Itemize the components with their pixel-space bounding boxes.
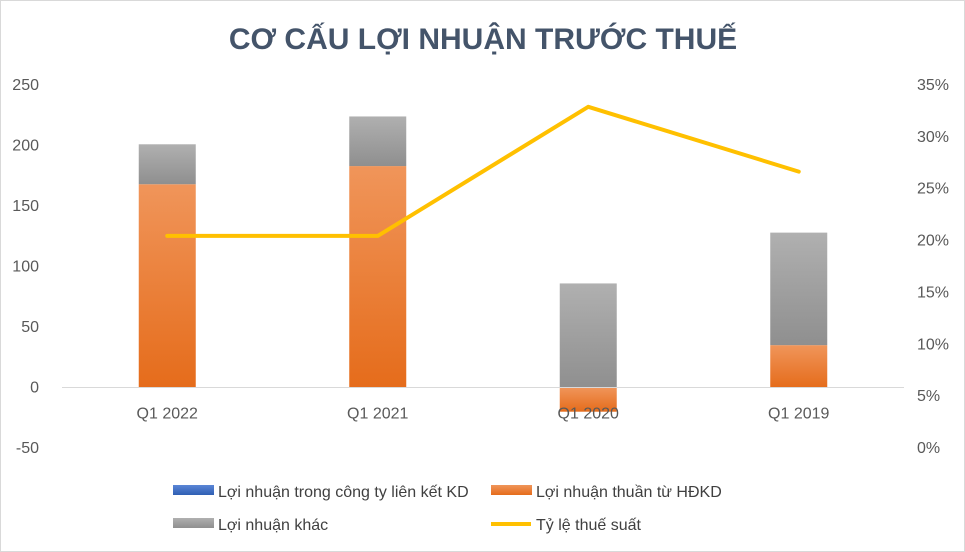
line-point: [798, 171, 800, 173]
bars-layer: [138, 116, 828, 412]
line-layer: [165, 104, 801, 238]
bar-2-1: [349, 116, 407, 167]
legend-swatch: [173, 485, 214, 495]
y-left-tick-label: 100: [12, 259, 39, 276]
y-right-tick-label: 10%: [917, 336, 949, 353]
legend-label: Lợi nhuận thuần từ HĐKD: [536, 484, 722, 501]
y-right-tick-label: 30%: [917, 129, 949, 146]
y-left-tick-label: 50: [21, 319, 39, 336]
legend: Lợi nhuận trong công ty liên kết KD Lợi n…: [173, 484, 722, 534]
y-right-tick-label: 5%: [917, 388, 940, 405]
y-right-tick-label: 35%: [917, 77, 949, 94]
bar-1-2: [559, 387, 617, 412]
y-right-tick-label: 0%: [917, 440, 940, 457]
line-point: [587, 106, 589, 108]
y-left-tick-label: 250: [12, 77, 39, 94]
x-tick-label: Q1 2022: [137, 406, 198, 423]
legend-label: Tỷ lệ thuế suất: [536, 517, 642, 534]
line-point: [377, 235, 379, 237]
y-right-tick-label: 25%: [917, 181, 949, 198]
bar-1-3: [770, 345, 828, 388]
x-tick-label: Q1 2020: [558, 406, 619, 423]
y-left-tick-label: -50: [16, 440, 39, 457]
legend-swatch: [491, 485, 532, 495]
legend-label: Lợi nhuận trong công ty liên kết KD: [218, 484, 469, 501]
x-tick-label: Q1 2019: [768, 406, 829, 423]
bar-1-1: [349, 166, 407, 388]
y-left-tick-label: 0: [30, 380, 39, 397]
y-right-tick-label: 20%: [917, 233, 949, 250]
line-point: [166, 235, 168, 237]
bar-2-2: [559, 283, 617, 388]
bar-2-3: [770, 232, 828, 346]
y-left-tick-label: 200: [12, 138, 39, 155]
ticks-layer: Q1 2022 Q1 2021 Q1 2020 Q1 2019 -50 0 50 100 150…: [12, 77, 949, 457]
chart-title: CƠ CẤU LỢI NHUẬN TRƯỚC THUẾ: [229, 22, 737, 56]
legend-label: Lợi nhuận khác: [218, 517, 328, 534]
y-right-tick-label: 15%: [917, 284, 949, 301]
y-left-tick-label: 150: [12, 198, 39, 215]
legend-swatch: [173, 518, 214, 528]
line-series-tax-rate: [165, 104, 801, 238]
bar-2-0: [138, 144, 196, 185]
bar-1-0: [138, 184, 196, 388]
x-tick-label: Q1 2021: [347, 406, 408, 423]
